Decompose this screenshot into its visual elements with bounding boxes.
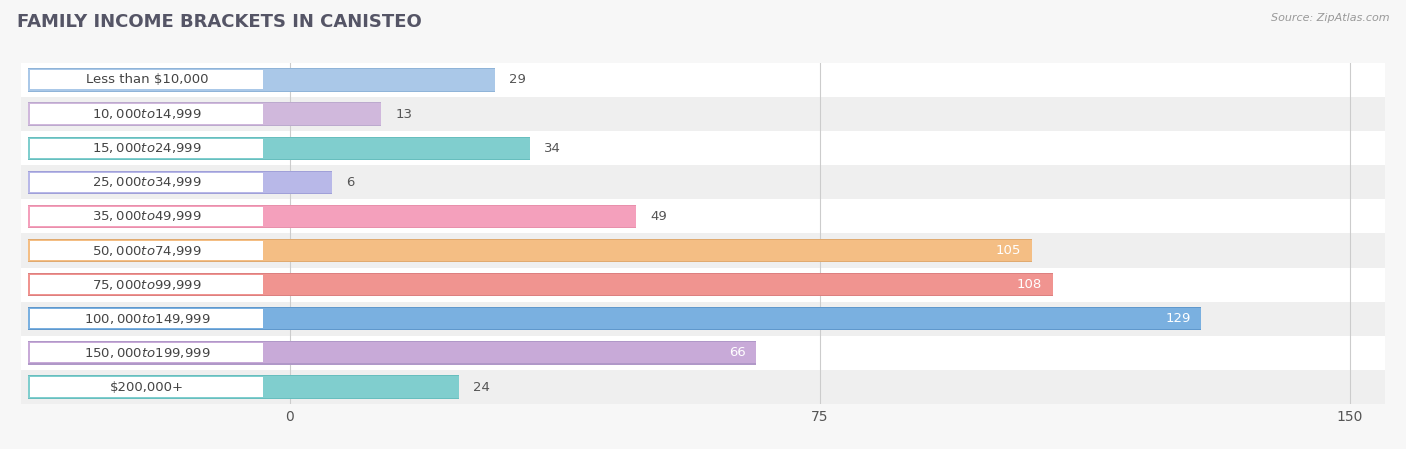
Bar bbox=[28, 342, 756, 364]
Text: FAMILY INCOME BRACKETS IN CANISTEO: FAMILY INCOME BRACKETS IN CANISTEO bbox=[17, 13, 422, 31]
Text: 66: 66 bbox=[728, 347, 745, 359]
Bar bbox=[0, 165, 1406, 199]
Bar bbox=[28, 102, 381, 126]
Text: 13: 13 bbox=[395, 108, 412, 120]
Text: Source: ZipAtlas.com: Source: ZipAtlas.com bbox=[1271, 13, 1389, 23]
Bar bbox=[28, 137, 530, 159]
Text: $100,000 to $149,999: $100,000 to $149,999 bbox=[83, 312, 209, 326]
Bar bbox=[0, 336, 1406, 370]
Bar bbox=[28, 103, 381, 125]
Text: 108: 108 bbox=[1017, 278, 1042, 291]
Bar bbox=[0, 302, 1406, 336]
Bar bbox=[0, 268, 1406, 302]
Bar bbox=[28, 68, 495, 92]
Bar bbox=[31, 275, 263, 294]
Bar bbox=[28, 341, 756, 365]
Bar bbox=[28, 307, 1201, 330]
Bar bbox=[28, 69, 495, 91]
Text: $25,000 to $34,999: $25,000 to $34,999 bbox=[91, 175, 201, 189]
Bar bbox=[31, 105, 263, 123]
Bar bbox=[28, 274, 1053, 295]
Bar bbox=[28, 206, 636, 227]
Bar bbox=[28, 273, 1053, 296]
Bar bbox=[0, 131, 1406, 165]
Bar bbox=[31, 343, 263, 362]
Bar bbox=[28, 376, 460, 398]
Text: 34: 34 bbox=[544, 142, 561, 154]
Text: 129: 129 bbox=[1166, 313, 1191, 325]
Text: 49: 49 bbox=[650, 210, 666, 223]
Bar bbox=[31, 173, 263, 192]
Bar bbox=[28, 239, 1032, 262]
Text: 105: 105 bbox=[995, 244, 1021, 257]
Text: $200,000+: $200,000+ bbox=[110, 381, 184, 393]
Text: $35,000 to $49,999: $35,000 to $49,999 bbox=[91, 209, 201, 224]
Text: $75,000 to $99,999: $75,000 to $99,999 bbox=[91, 277, 201, 292]
Text: 24: 24 bbox=[474, 381, 491, 393]
Text: 6: 6 bbox=[346, 176, 354, 189]
Bar bbox=[28, 136, 530, 160]
Text: $150,000 to $199,999: $150,000 to $199,999 bbox=[83, 346, 209, 360]
Bar bbox=[31, 207, 263, 226]
Text: $50,000 to $74,999: $50,000 to $74,999 bbox=[91, 243, 201, 258]
Bar bbox=[31, 378, 263, 396]
Bar bbox=[0, 97, 1406, 131]
Bar bbox=[0, 63, 1406, 97]
Bar bbox=[31, 241, 263, 260]
Bar bbox=[0, 233, 1406, 268]
Text: $15,000 to $24,999: $15,000 to $24,999 bbox=[91, 141, 201, 155]
Text: $10,000 to $14,999: $10,000 to $14,999 bbox=[91, 107, 201, 121]
Bar bbox=[28, 171, 332, 194]
Bar bbox=[28, 308, 1201, 330]
Bar bbox=[28, 375, 460, 399]
Bar bbox=[0, 370, 1406, 404]
Bar bbox=[31, 309, 263, 328]
Bar bbox=[31, 70, 263, 89]
Bar bbox=[0, 199, 1406, 233]
Bar bbox=[28, 172, 332, 193]
Bar bbox=[28, 205, 636, 228]
Bar bbox=[31, 139, 263, 158]
Text: 29: 29 bbox=[509, 74, 526, 86]
Bar bbox=[28, 240, 1032, 261]
Text: Less than $10,000: Less than $10,000 bbox=[86, 74, 208, 86]
